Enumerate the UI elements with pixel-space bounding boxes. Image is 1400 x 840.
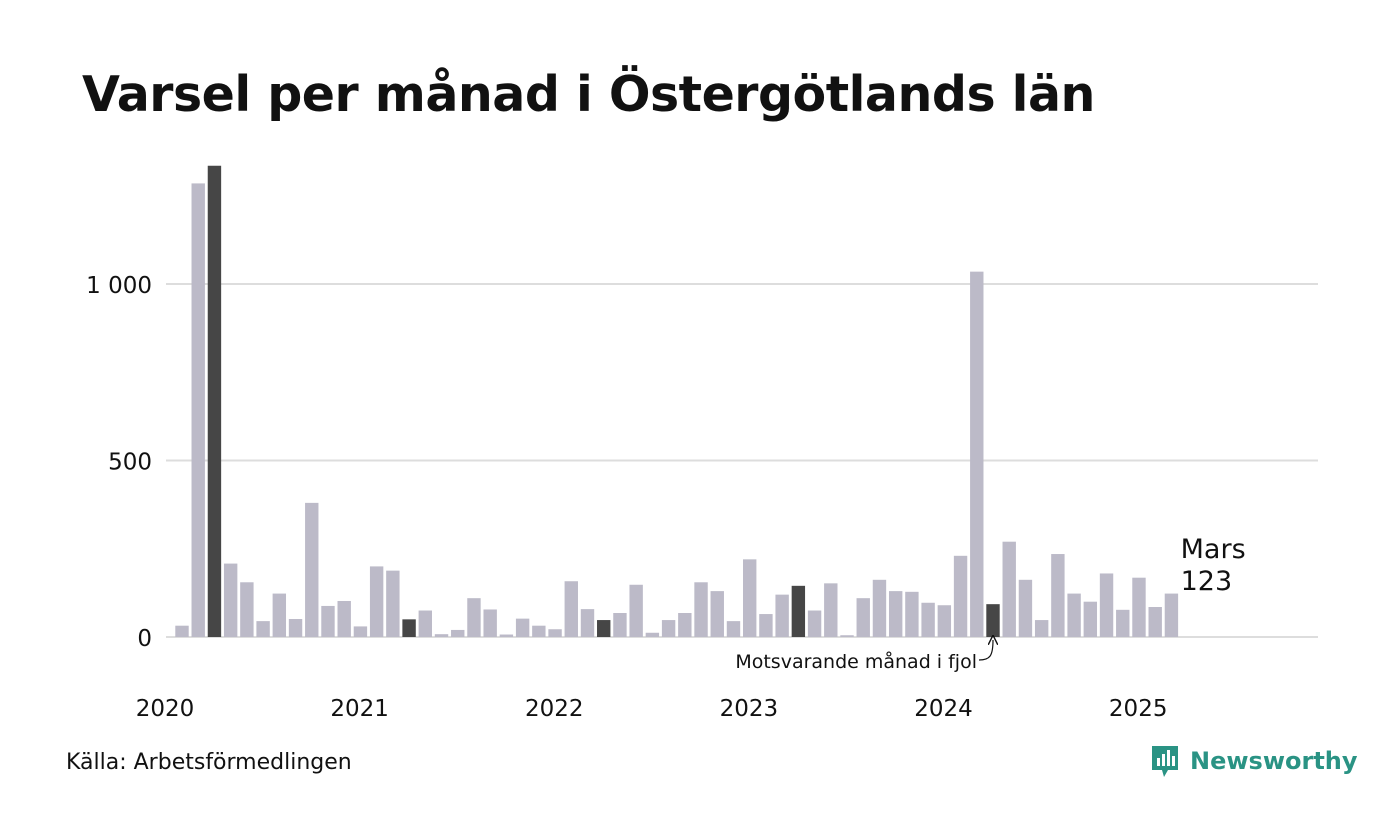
newsworthy-logo-icon bbox=[1152, 746, 1178, 777]
bar bbox=[580, 609, 595, 637]
bar-same-month bbox=[402, 619, 416, 637]
bar bbox=[824, 583, 838, 637]
bar bbox=[1034, 620, 1049, 637]
y-tick-label: 1 000 bbox=[86, 273, 152, 299]
bar-chart: 0 500 1 000 2020 2021 2022 2023 2024 2025 Mars … bbox=[86, 165, 1318, 722]
brand[interactable]: Newsworthy bbox=[1150, 744, 1358, 778]
bar bbox=[726, 621, 741, 637]
x-tick-label: 2025 bbox=[1109, 696, 1168, 722]
bar bbox=[743, 559, 757, 637]
bar bbox=[905, 591, 919, 637]
bar bbox=[548, 629, 562, 637]
bar bbox=[1099, 573, 1114, 637]
bar bbox=[499, 634, 514, 637]
current-value-label: 123 bbox=[1181, 566, 1233, 597]
bar bbox=[288, 619, 303, 637]
bar bbox=[223, 563, 238, 637]
bar bbox=[272, 593, 287, 637]
annotations: Mars 123 Motsvarande månad i fjol bbox=[735, 534, 1245, 673]
bar bbox=[872, 579, 887, 637]
bar bbox=[386, 570, 400, 637]
bar bbox=[256, 621, 270, 637]
bar bbox=[175, 625, 189, 637]
bar bbox=[353, 626, 368, 637]
brand-name: Newsworthy bbox=[1190, 747, 1358, 775]
y-axis-labels: 0 500 1 000 bbox=[86, 273, 152, 652]
bar bbox=[856, 598, 870, 637]
bar bbox=[970, 271, 984, 637]
bar bbox=[564, 581, 578, 637]
bar-same-month bbox=[597, 620, 611, 637]
bar bbox=[1132, 577, 1146, 637]
bars bbox=[175, 165, 1179, 637]
bar bbox=[240, 582, 254, 637]
x-tick-label: 2024 bbox=[914, 696, 973, 722]
bar bbox=[1002, 541, 1016, 637]
bar bbox=[1148, 607, 1162, 637]
bar bbox=[337, 600, 351, 637]
bar-same-month bbox=[207, 165, 222, 637]
bar bbox=[937, 605, 952, 637]
bar bbox=[1083, 601, 1098, 637]
bar bbox=[645, 632, 660, 637]
x-tick-label: 2023 bbox=[720, 696, 779, 722]
previous-year-arrow bbox=[978, 640, 993, 661]
bar bbox=[369, 566, 384, 637]
y-tick-label: 500 bbox=[108, 450, 152, 476]
bar bbox=[710, 591, 724, 637]
bar bbox=[1051, 554, 1065, 637]
bar bbox=[321, 605, 335, 637]
source-note: Källa: Arbetsförmedlingen bbox=[66, 750, 352, 775]
bar bbox=[678, 613, 692, 637]
bar bbox=[191, 183, 205, 637]
bar bbox=[759, 614, 773, 637]
bar bbox=[467, 598, 481, 637]
bar bbox=[888, 591, 903, 637]
bar bbox=[434, 634, 449, 637]
bar bbox=[1067, 593, 1081, 637]
bar bbox=[418, 610, 432, 637]
x-tick-label: 2021 bbox=[330, 696, 389, 722]
bar bbox=[694, 582, 708, 637]
bar bbox=[661, 620, 676, 637]
bar bbox=[451, 629, 465, 637]
bar bbox=[515, 618, 530, 637]
bar bbox=[1164, 593, 1179, 637]
x-tick-label: 2020 bbox=[136, 696, 195, 722]
chart-title: Varsel per månad i Östergötlands län bbox=[82, 66, 1095, 123]
bar bbox=[953, 555, 968, 637]
bar bbox=[775, 594, 789, 637]
bar bbox=[921, 602, 935, 637]
bar-same-month bbox=[986, 604, 1000, 637]
bar bbox=[483, 609, 497, 637]
bar bbox=[305, 502, 319, 637]
bar bbox=[807, 610, 822, 637]
current-month-label: Mars bbox=[1181, 534, 1246, 565]
y-tick-label: 0 bbox=[137, 626, 152, 652]
x-axis-labels: 2020 2021 2022 2023 2024 2025 bbox=[136, 696, 1168, 722]
bar bbox=[1018, 579, 1033, 637]
bar bbox=[629, 584, 643, 637]
bar bbox=[1116, 609, 1130, 637]
bar bbox=[613, 613, 627, 637]
x-tick-label: 2022 bbox=[525, 696, 584, 722]
bar-same-month bbox=[791, 585, 806, 637]
previous-year-annotation: Motsvarande månad i fjol bbox=[735, 650, 977, 673]
bar bbox=[532, 625, 546, 637]
bar bbox=[840, 635, 854, 637]
